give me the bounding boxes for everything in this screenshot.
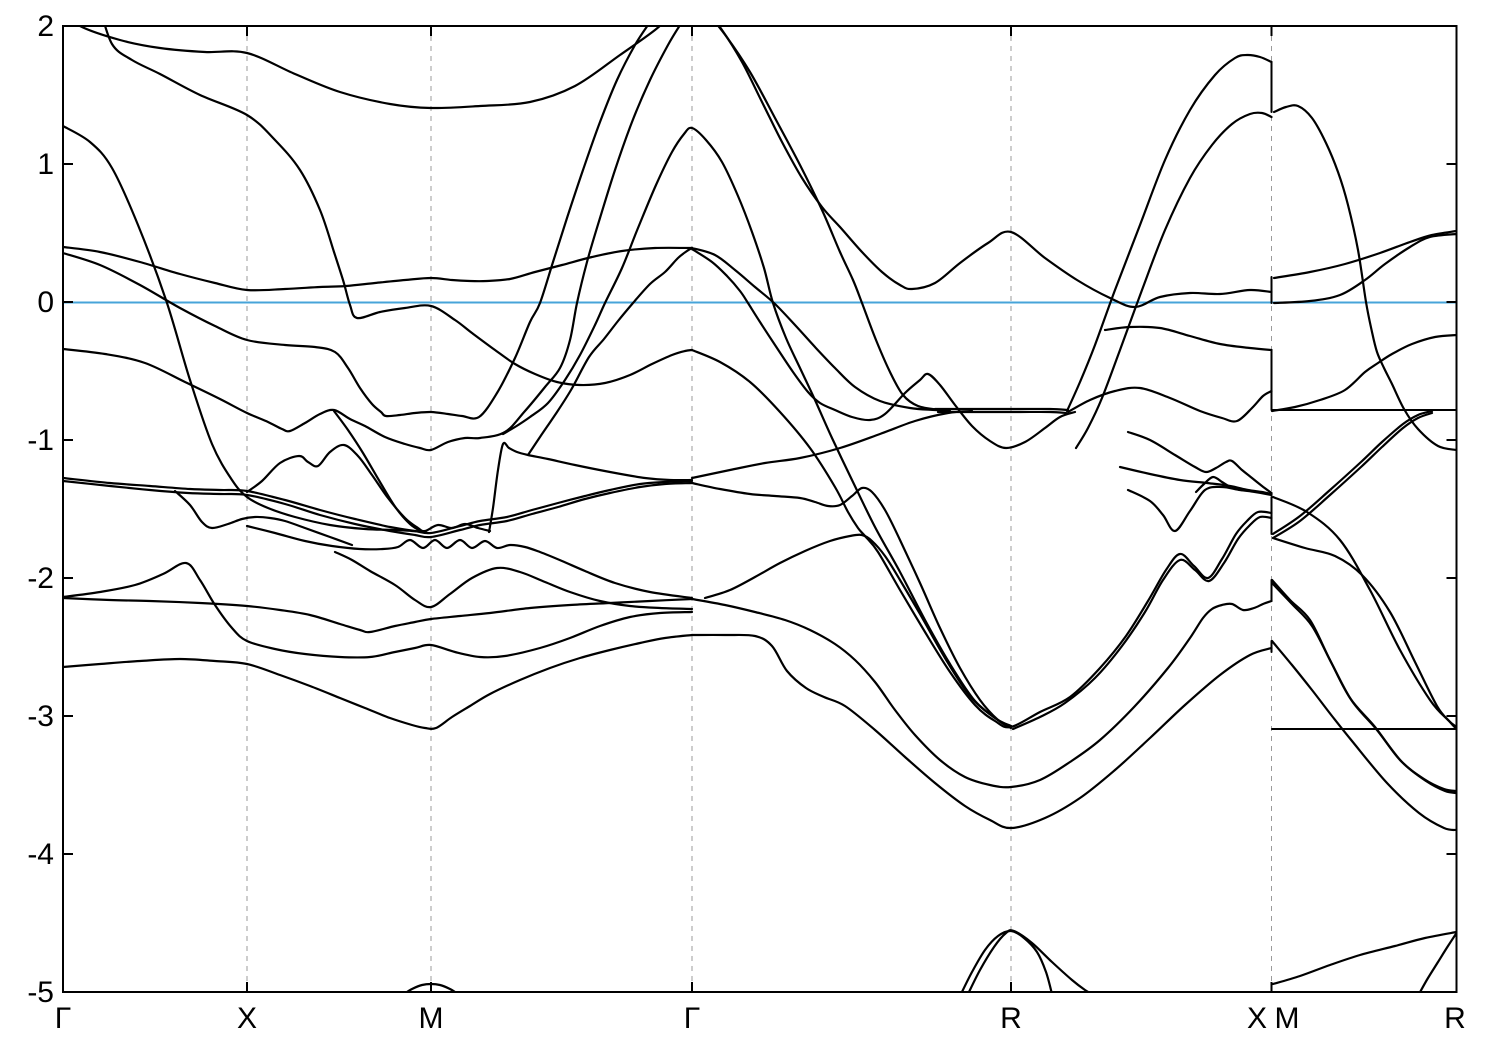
svg-text:X: X [1247, 1002, 1267, 1035]
svg-text:Γ: Γ [55, 1002, 72, 1035]
svg-text:0: 0 [37, 286, 54, 319]
svg-text:X: X [237, 1002, 257, 1035]
svg-text:M: M [419, 1002, 444, 1035]
svg-text:M: M [1275, 1002, 1300, 1035]
svg-text:R: R [1000, 1002, 1022, 1035]
svg-text:-2: -2 [27, 562, 54, 595]
svg-text:1: 1 [37, 148, 54, 181]
svg-text:Γ: Γ [684, 1002, 701, 1035]
svg-text:-5: -5 [27, 976, 54, 1009]
svg-text:R: R [1444, 1002, 1466, 1035]
svg-text:2: 2 [37, 10, 54, 43]
svg-text:-1: -1 [27, 424, 54, 457]
svg-text:-4: -4 [27, 838, 54, 871]
svg-text:-3: -3 [27, 700, 54, 733]
